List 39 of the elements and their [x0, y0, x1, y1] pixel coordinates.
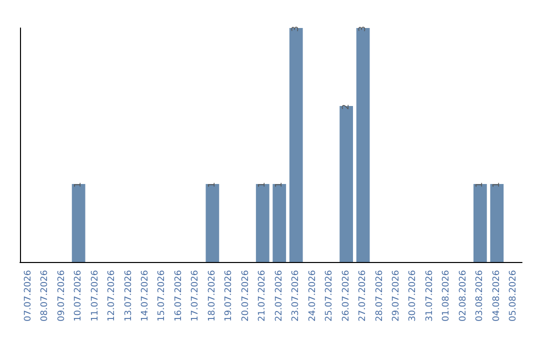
- x-tick-label: 22.07.2026: [274, 270, 284, 322]
- x-tick-label: 04.08.2026: [492, 270, 502, 322]
- x-tick-label: 31.07.2026: [424, 270, 435, 322]
- x-tick-label: 08.07.2026: [40, 270, 50, 322]
- x-tick-label: 27.07.2026: [358, 270, 368, 322]
- x-tick-label: 21.07.2026: [258, 270, 268, 322]
- data-label: 1: [74, 182, 84, 188]
- data-label: 1: [475, 182, 486, 188]
- x-tick-label: 26.07.2026: [341, 270, 352, 322]
- data-label: 1: [492, 182, 502, 188]
- x-tick-label: 20.07.2026: [240, 270, 251, 322]
- x-tick-label: 13.07.2026: [124, 270, 134, 322]
- x-tick-label: 05.08.2026: [508, 270, 519, 322]
- data-label: 1: [207, 182, 218, 188]
- x-tick-label: 07.07.2026: [23, 270, 34, 322]
- x-tick-label: 15.07.2026: [157, 270, 168, 322]
- data-label: 1: [258, 182, 268, 188]
- x-tick-label: 16.07.2026: [174, 270, 184, 322]
- data-label: 3: [358, 26, 368, 32]
- x-tick-label: 17.07.2026: [190, 270, 201, 322]
- x-tick-label: 30.07.2026: [408, 270, 418, 322]
- x-tick-label: 03.08.2026: [475, 270, 486, 322]
- x-tick-label: 02.08.2026: [458, 270, 468, 322]
- x-tick-label: 25.07.2026: [324, 270, 335, 322]
- data-label: 1: [274, 182, 284, 188]
- data-label: 3: [291, 26, 302, 32]
- x-tick-label: 09.07.2026: [56, 270, 67, 322]
- x-tick-label: 11.07.2026: [90, 270, 100, 322]
- x-tick-label: 23.07.2026: [291, 270, 302, 322]
- x-tick-label: 29.07.2026: [392, 270, 402, 322]
- x-tick-label: 19.07.2026: [224, 270, 234, 322]
- x-tick-label: 18.07.2026: [207, 270, 218, 322]
- x-tick-label: 14.07.2026: [140, 270, 150, 322]
- data-label: 2: [341, 104, 352, 110]
- x-tick-label: 10.07.2026: [74, 270, 84, 322]
- x-tick-label: 01.08.2026: [442, 270, 452, 322]
- x-tick-label: 24.07.2026: [308, 270, 318, 322]
- x-tick-label: 28.07.2026: [374, 270, 385, 322]
- x-tick-label: 12.07.2026: [107, 270, 118, 322]
